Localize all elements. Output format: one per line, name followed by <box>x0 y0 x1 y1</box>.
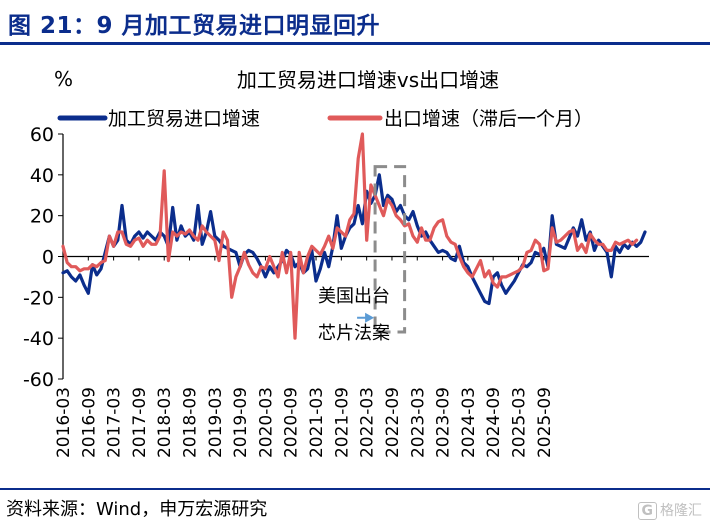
chart-title: 加工贸易进口增速vs出口增速 <box>237 68 499 92</box>
x-tick-label: 2018-03 <box>155 387 175 458</box>
annotation-line-2: 芯片法案 <box>318 323 390 344</box>
legend-label-export: 出口增速（滞后一个月） <box>384 108 593 130</box>
annotation-dashed-box <box>373 165 407 334</box>
x-tick-label: 2020-03 <box>256 387 276 458</box>
x-tick-label: 2017-03 <box>105 387 125 458</box>
watermark-text: 格隆汇 <box>660 503 702 519</box>
x-tick-label: 2018-09 <box>181 387 201 458</box>
y-tick-label: 40 <box>30 165 54 187</box>
x-tick-labels: 2016-03 2016-09 2017-03 2017-09 2018-03 2018-… <box>54 256 555 458</box>
y-tick-label: 60 <box>30 124 54 146</box>
x-tick-label: 2025-09 <box>535 387 555 458</box>
x-tick-label: 2020-09 <box>282 387 302 458</box>
annotation-line-1: 美国出台 <box>318 286 390 307</box>
legend: 加工贸易进口增速 出口增速（滞后一个月） <box>57 108 593 130</box>
x-tick-label: 2016-09 <box>79 387 99 458</box>
y-tick-label: 0 <box>42 247 54 269</box>
y-tick-label: -20 <box>23 287 54 309</box>
y-axis-label: % <box>54 67 73 91</box>
source-note: 资料来源：Wind，申万宏源研究 <box>6 499 268 520</box>
x-tick-label: 2023-03 <box>408 387 428 458</box>
watermark: G 格隆汇 <box>637 500 702 520</box>
source-divider <box>0 488 710 490</box>
annotation: 美国出台 芯片法案 <box>318 165 407 344</box>
x-tick-label: 2019-09 <box>231 387 251 458</box>
figure-title: 图 21：9 月加工贸易进口明显回升 <box>8 13 381 39</box>
x-tick-label: 2022-09 <box>383 387 403 458</box>
y-tick-label: -40 <box>23 328 54 350</box>
x-tick-label: 2024-09 <box>484 387 504 458</box>
x-tick-label: 2024-03 <box>459 387 479 458</box>
x-tick-label: 2022-03 <box>358 387 378 458</box>
x-tick-label: 2019-03 <box>206 387 226 458</box>
x-tick-label: 2021-03 <box>307 387 327 458</box>
watermark-logo-icon: G <box>637 502 657 520</box>
x-tick-label: 2025-03 <box>509 387 529 458</box>
y-tick-labels: 60 40 20 0 -20 -40 -60 <box>23 124 63 391</box>
y-tick-label: -60 <box>23 369 54 391</box>
title-divider <box>0 42 710 45</box>
legend-label-import: 加工贸易进口增速 <box>108 108 260 130</box>
x-tick-label: 2017-09 <box>130 387 150 458</box>
y-tick-label: 20 <box>30 206 54 228</box>
x-tick-label: 2021-09 <box>332 387 352 458</box>
x-tick-label: 2016-03 <box>54 387 74 458</box>
series-line-export <box>61 132 639 340</box>
x-tick-label: 2023-09 <box>434 387 454 458</box>
annotation-arrowhead <box>365 312 375 323</box>
chart: 加工贸易进口增速vs出口增速 % 加工贸易进口增速 出口增速（滞后一个月） 60… <box>23 67 649 458</box>
series-lines <box>61 132 647 340</box>
